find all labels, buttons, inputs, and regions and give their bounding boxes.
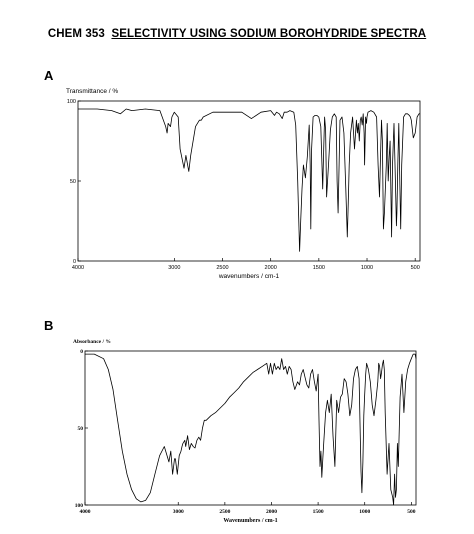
spectrum-line [78, 108, 420, 252]
x-tick-label: 4000 [72, 265, 84, 271]
y-tick-label: 100 [67, 99, 76, 105]
panel-label-b: B [44, 318, 54, 333]
x-tick-label: 2500 [216, 265, 228, 271]
y-tick-label: 50 [70, 179, 76, 185]
y-tick-label: 100 [75, 503, 84, 509]
plot-frame [84, 350, 417, 506]
x-tick-label: 2500 [219, 509, 230, 515]
x-tick-label: 2000 [265, 265, 277, 271]
x-tick-label: 3000 [168, 265, 180, 271]
x-tick-label: 1500 [313, 265, 325, 271]
y-tick-label: 0 [80, 349, 83, 355]
x-tick-label: 1000 [361, 265, 373, 271]
x-axis-label: Wavenumbers / cm-1 [223, 518, 277, 524]
x-tick-label: 2000 [266, 509, 277, 515]
y-axis-label: Transmittance / % [66, 88, 118, 95]
document-title: SELECTIVITY USING SODIUM BOROHYDRIDE SPE… [111, 28, 427, 40]
x-tick-label: 1000 [359, 509, 370, 515]
course-code: CHEM 353 [47, 28, 105, 40]
x-tick-label: 500 [407, 509, 416, 515]
y-tick-label: 50 [78, 426, 84, 432]
y-axis-label: Absorbance / % [73, 339, 111, 345]
x-tick-label: 3000 [173, 509, 184, 515]
x-axis-label: wavenumbers / cm-1 [218, 273, 280, 280]
page-title: CHEM 353 SELECTIVITY USING SODIUM BOROHY… [0, 28, 474, 40]
y-tick-label: 0 [73, 259, 76, 265]
x-tick-label: 1500 [313, 509, 324, 515]
spectrum-line [85, 353, 417, 506]
x-tick-label: 4000 [80, 509, 91, 515]
x-tick-label: 500 [411, 265, 420, 271]
panel-label-a: A [44, 68, 54, 83]
